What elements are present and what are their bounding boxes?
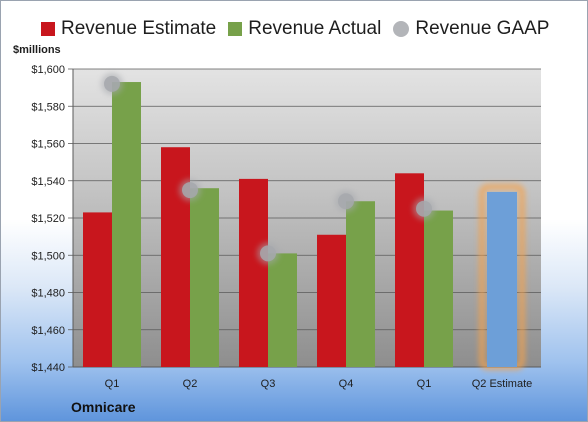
legend-item-revenue-gaap: Revenue GAAP	[393, 18, 549, 40]
x-tick-label: Q3	[261, 378, 276, 390]
marker-revenue-gaap	[182, 182, 198, 199]
bar-revenue-actual	[346, 201, 375, 367]
x-tick-label: Q1	[417, 378, 432, 390]
y-tick-label: $1,560	[31, 139, 65, 151]
marker-revenue-gaap	[260, 245, 276, 262]
legend-swatch-revenue-estimate	[41, 22, 55, 36]
legend-label-revenue-estimate: Revenue Estimate	[61, 18, 217, 39]
y-axis-units-label: $millions	[13, 44, 61, 56]
bar-revenue-actual	[424, 210, 453, 367]
bar-revenue-estimate	[83, 212, 112, 367]
legend-label-revenue-gaap: Revenue GAAP	[415, 18, 550, 39]
legend-item-revenue-estimate: Revenue Estimate	[41, 18, 216, 40]
bar-revenue-actual	[112, 82, 141, 367]
x-tick-label: Q2	[183, 378, 198, 390]
bar-revenue-estimate	[317, 234, 346, 367]
legend-label-revenue-actual: Revenue Actual	[248, 18, 382, 39]
y-tick-label: $1,540	[31, 176, 65, 188]
marker-revenue-gaap	[416, 200, 432, 217]
y-tick-label: $1,440	[31, 362, 65, 374]
legend-swatch-revenue-actual	[228, 22, 243, 36]
y-tick-label: $1,500	[31, 250, 65, 262]
x-tick-label: Q1	[105, 378, 120, 390]
y-tick-label: $1,520	[31, 213, 65, 225]
y-tick-label: $1,580	[31, 101, 65, 113]
chart-legend: Revenue Estimate Revenue Actual Revenue …	[41, 18, 561, 40]
marker-revenue-gaap	[338, 193, 354, 210]
x-tick-label: Q2 Estimate	[472, 378, 533, 390]
y-tick-label: $1,600	[31, 64, 65, 76]
y-tick-label: $1,460	[31, 325, 65, 337]
bar-revenue-estimate	[239, 178, 268, 367]
bar-revenue-actual	[190, 188, 219, 367]
legend-swatch-revenue-gaap	[393, 21, 410, 37]
bar-revenue-estimate-q2	[487, 191, 517, 367]
legend-item-revenue-actual: Revenue Actual	[228, 18, 381, 40]
marker-revenue-gaap	[104, 75, 120, 92]
x-tick-label: Q4	[339, 378, 354, 390]
company-name: Omnicare	[71, 399, 136, 415]
y-tick-label: $1,480	[31, 288, 65, 300]
bar-revenue-actual	[268, 253, 297, 367]
